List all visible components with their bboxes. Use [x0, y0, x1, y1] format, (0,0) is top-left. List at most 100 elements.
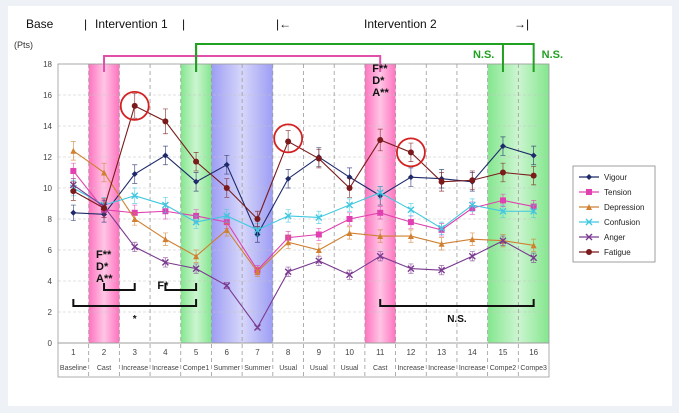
y-tick-label-12: 12	[43, 153, 52, 162]
phase-separator-1: |	[84, 17, 87, 31]
point-anger-13	[438, 266, 446, 274]
point-vigour-6	[223, 161, 230, 168]
series-line-anger	[73, 184, 534, 329]
x-tick-number-12: 12	[406, 348, 415, 357]
y-tick-label-0: 0	[48, 339, 53, 348]
annotation-1-line-0: F**	[96, 249, 112, 261]
point-depression-8	[285, 239, 292, 246]
point-anger-8	[284, 268, 292, 276]
point-fatigue-15	[499, 169, 506, 176]
point-depression-1	[70, 147, 77, 154]
series-anger	[69, 178, 538, 331]
point-fatigue-10	[346, 185, 353, 191]
point-anger-11	[376, 252, 384, 260]
y-tick-label-10: 10	[43, 184, 52, 193]
x-tick-number-11: 11	[376, 348, 385, 357]
point-anger-12	[407, 265, 415, 273]
legend-marker-confusion	[585, 218, 593, 226]
series-line-vigour	[73, 145, 534, 236]
point-vigour-1	[70, 209, 77, 216]
point-depression-6	[223, 226, 230, 233]
bracket-bottom-2	[164, 283, 198, 291]
phase-base-label: Base	[26, 17, 54, 31]
y-tick-label-2: 2	[48, 308, 53, 317]
x-tick-label-6: Summer	[214, 365, 241, 372]
chart-frame: 0 2 4 6 8 10 12 14 16 18 1 Baseline 2 Cast 3 Increase 4 I…	[8, 6, 672, 406]
point-tension-9	[315, 231, 322, 238]
point-fatigue-8	[285, 138, 292, 145]
bracket-top-2	[195, 43, 535, 72]
circled-points	[119, 90, 426, 168]
bracket-bottom-1	[103, 283, 136, 291]
series-fatigue	[70, 93, 537, 228]
point-anger-16	[530, 254, 538, 262]
point-vigour-16	[530, 152, 537, 159]
point-fatigue-6	[223, 185, 230, 191]
series	[69, 93, 538, 331]
point-confusion-11	[376, 189, 384, 197]
point-anger-6	[223, 282, 231, 290]
bracket-top-label-2: N.S.	[542, 49, 563, 61]
legend: Vigour Tension Depression Confusion Anger Fat…	[572, 165, 656, 263]
point-tension-15	[499, 197, 506, 204]
x-tick-label-8: Usual	[279, 365, 297, 372]
point-fatigue-1	[70, 188, 77, 195]
x-tick-label-7: Summer	[244, 365, 271, 372]
point-vigour-4	[162, 152, 169, 159]
y-tick-label-18: 18	[43, 60, 52, 69]
circle-highlight-2	[396, 137, 426, 168]
series-line-tension	[72, 170, 534, 272]
phase-arrow-left: |←	[276, 17, 291, 31]
axes: 0 2 4 6 8 10 12 14 16 18 1 Baseline 2 Cast 3 Increase 4 I…	[43, 60, 550, 378]
bracket-bottom-0	[72, 299, 198, 307]
point-confusion-8	[284, 212, 292, 220]
point-fatigue-16	[530, 172, 537, 179]
x-tick-label-1: Baseline	[60, 365, 87, 372]
point-depression-5	[193, 253, 200, 260]
legend-label-fatigue: Fatigue	[604, 248, 631, 257]
point-fatigue-4	[162, 118, 169, 125]
point-anger-15	[499, 237, 507, 245]
line-chart: 0 2 4 6 8 10 12 14 16 18 1 Baseline 2 Cast 3 Increase 4 I…	[14, 17, 656, 378]
circle-highlight-0	[119, 90, 150, 121]
annotation-2-line-0: F*	[157, 280, 169, 292]
x-tick-label-15: Compe2	[490, 365, 517, 372]
point-confusion-3	[131, 192, 139, 200]
y-tick-label-14: 14	[43, 122, 52, 131]
x-tick-label-10: Usual	[341, 365, 359, 372]
point-depression-4	[162, 236, 169, 243]
point-confusion-14	[468, 201, 476, 209]
point-vigour-15	[499, 143, 506, 150]
annotations: F**D*A**F**D*A**F*	[96, 63, 389, 292]
phase-intervention1-label: Intervention 1	[95, 17, 168, 31]
point-confusion-4	[161, 201, 169, 209]
series-vigour	[70, 136, 537, 243]
point-depression-14	[469, 236, 476, 243]
legend-marker-tension	[586, 189, 592, 195]
annotation-0-line-1: D*	[372, 75, 385, 87]
point-confusion-10	[346, 201, 354, 209]
point-confusion-13	[438, 224, 446, 232]
series-line-confusion	[73, 187, 534, 231]
legend-label-vigour: Vigour	[604, 173, 627, 182]
point-anger-14	[468, 252, 476, 260]
point-vigour-8	[285, 175, 292, 182]
legend-marker-anger	[585, 233, 593, 241]
highlight-band-1	[180, 64, 212, 343]
annotation-0-line-2: A**	[372, 87, 389, 99]
point-vigour-12	[407, 174, 414, 181]
phase-separator-2: |	[182, 17, 185, 31]
point-tension-10	[346, 216, 353, 222]
x-tick-label-13: Increase	[428, 365, 455, 372]
x-tick-number-1: 1	[71, 348, 76, 357]
point-fatigue-7	[254, 216, 261, 222]
x-tick-label-11: Cast	[373, 365, 387, 372]
bracket-bottom-label-0: *	[133, 314, 137, 325]
point-anger-9	[315, 257, 323, 265]
legend-label-tension: Tension	[604, 188, 632, 197]
series-line-fatigue	[73, 105, 534, 220]
x-tick-number-4: 4	[163, 348, 168, 357]
x-tick-label-3: Increase	[121, 365, 148, 372]
series-depression	[70, 141, 537, 277]
point-depression-9	[315, 247, 322, 253]
